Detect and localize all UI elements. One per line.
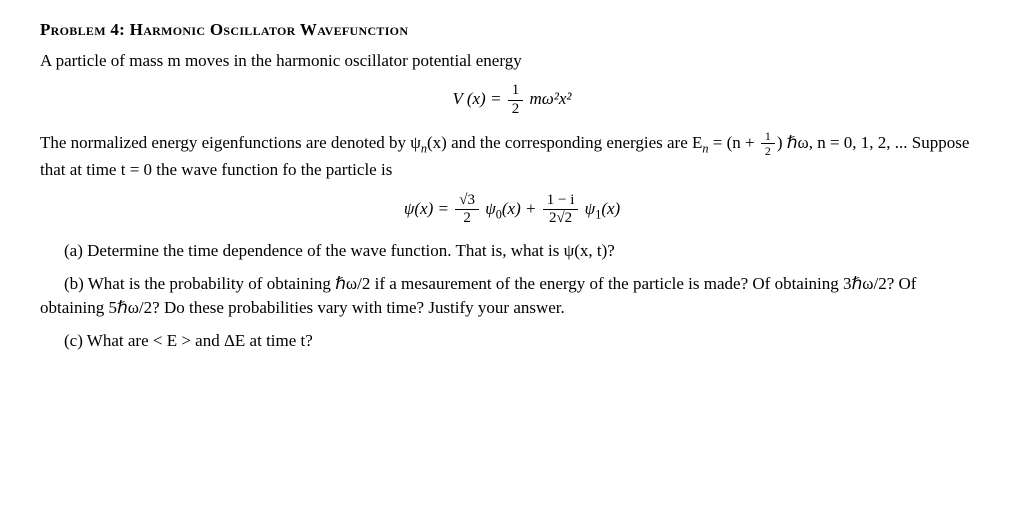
question-c: (c) What are < E > and ΔE at time t? (40, 329, 984, 354)
intro-paragraph: A particle of mass m moves in the harmon… (40, 49, 984, 74)
eq1-fraction: 1 2 (508, 83, 524, 118)
eq2-mid1: ψ (485, 199, 496, 218)
eq2-lhs: ψ(x) = (404, 199, 453, 218)
question-a: (a) Determine the time dependence of the… (40, 239, 984, 264)
intro-text: A particle of mass m moves in the harmon… (40, 51, 522, 70)
eq2-f1-den: 2 (455, 210, 479, 227)
eq2-f1-num: √3 (455, 193, 479, 211)
eigen-paragraph: The normalized energy eigenfunctions are… (40, 130, 984, 183)
p2-half: 12 (761, 130, 775, 158)
problem-title: Problem 4: Harmonic Oscillator Wavefunct… (40, 18, 984, 43)
eq2-frac2: 1 − i 2√2 (543, 193, 579, 228)
question-b: (b) What is the probability of obtaining… (40, 272, 984, 321)
p2b: (x) and the corresponding energies are E (427, 133, 702, 152)
eq1-rhs: mω²x² (529, 89, 571, 108)
equation-potential: V (x) = 1 2 mω²x² (40, 83, 984, 118)
eq1-num: 1 (508, 83, 524, 101)
p2a: The normalized energy eigenfunctions are… (40, 133, 421, 152)
eq2-f2-num: 1 − i (543, 193, 579, 211)
eq2-mid2: (x) + (502, 199, 541, 218)
eq2-frac1: √3 2 (455, 193, 479, 228)
eq1-lhs: V (x) = (453, 89, 506, 108)
eq2-tail: (x) (601, 199, 620, 218)
p2c: = (n + (709, 133, 759, 152)
p2-half-num: 1 (761, 130, 775, 145)
p2-half-den: 2 (761, 144, 775, 158)
eq2-f2-den: 2√2 (543, 210, 579, 227)
eq1-den: 2 (508, 101, 524, 118)
eq2-mid3: ψ (585, 199, 596, 218)
equation-initial-state: ψ(x) = √3 2 ψ0(x) + 1 − i 2√2 ψ1(x) (40, 193, 984, 228)
